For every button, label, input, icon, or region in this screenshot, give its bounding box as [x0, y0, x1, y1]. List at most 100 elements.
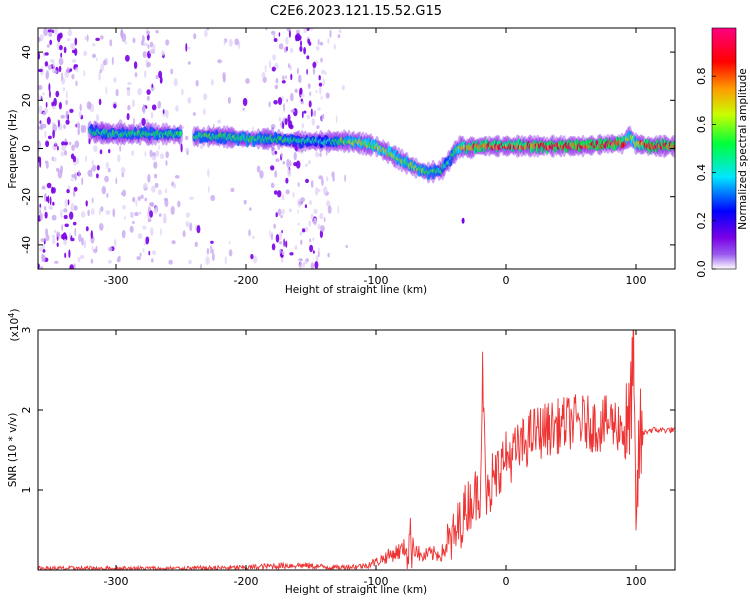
noise-blob [290, 109, 295, 113]
noise-blob [64, 141, 69, 146]
noise-blob [320, 69, 326, 75]
noise-blob [133, 117, 135, 127]
noise-blob [79, 254, 85, 260]
y-tick-label: 2 [20, 407, 33, 414]
noise-blob [135, 199, 138, 207]
noise-blob [77, 122, 81, 129]
noise-blob [78, 233, 82, 243]
noise-blob [62, 232, 67, 241]
x-tick-label: 100 [626, 575, 647, 588]
snr-xlabel: Height of straight line (km) [285, 584, 427, 596]
noise-blob [78, 169, 80, 178]
noise-blob [230, 187, 235, 193]
noise-blob [133, 61, 138, 69]
noise-blob [73, 186, 78, 192]
noise-blob [223, 39, 226, 46]
noise-blob [145, 236, 149, 245]
noise-blob [98, 208, 101, 216]
noise-blob [44, 52, 49, 56]
noise-blob [319, 41, 324, 46]
noise-blob [217, 59, 223, 64]
noise-blob [154, 182, 159, 188]
noise-blob [60, 114, 65, 119]
noise-blob [170, 68, 174, 75]
noise-blob [303, 261, 308, 265]
x-tick-label: 0 [503, 575, 510, 588]
noise-blob [149, 210, 154, 218]
noise-blob [92, 164, 97, 172]
noise-blob [281, 250, 286, 256]
noise-blob [118, 119, 123, 127]
noise-blob [92, 43, 96, 47]
noise-blob [271, 66, 276, 72]
noise-blob [269, 230, 271, 239]
noise-blob [294, 88, 298, 94]
noise-blob [52, 129, 55, 139]
noise-blob [61, 224, 64, 232]
noise-blob [121, 229, 126, 239]
noise-blob [139, 252, 142, 257]
noise-blob [161, 50, 165, 56]
noise-blob [115, 177, 118, 185]
noise-blob [61, 72, 63, 82]
noise-blob [147, 44, 150, 49]
noise-blob [64, 223, 69, 228]
noise-blob [132, 37, 136, 44]
noise-blob [300, 40, 302, 47]
noise-blob [324, 71, 327, 75]
noise-blob [77, 128, 80, 136]
noise-blob [119, 145, 122, 152]
noise-blob [80, 211, 86, 218]
noise-blob [268, 101, 271, 108]
noise-blob [314, 261, 319, 269]
noise-blob [51, 234, 56, 239]
noise-blob [273, 34, 276, 39]
noise-blob [323, 217, 326, 222]
noise-blob [48, 83, 51, 92]
noise-blob [71, 74, 75, 80]
colorbar-tick-label: 0.6 [695, 116, 708, 133]
noise-blob [289, 160, 292, 167]
noise-blob [303, 47, 306, 55]
noise-blob [206, 247, 210, 255]
noise-blob [234, 38, 239, 46]
noise-blob [144, 197, 148, 202]
noise-blob [205, 256, 210, 265]
noise-blob [297, 182, 300, 187]
noise-blob [277, 190, 282, 198]
noise-blob [47, 64, 52, 71]
noise-blob [107, 168, 111, 173]
noise-blob [71, 49, 76, 54]
noise-blob [63, 239, 68, 246]
noise-blob [289, 124, 294, 130]
noise-blob [73, 205, 78, 211]
noise-blob [320, 95, 323, 100]
noise-blob [180, 143, 183, 153]
y-tick-label: -20 [20, 188, 33, 206]
noise-blob [320, 57, 323, 63]
noise-blob [309, 238, 312, 243]
noise-blob [52, 237, 56, 245]
noise-blob [126, 89, 131, 97]
noise-blob [122, 189, 126, 197]
y-tick-label: 1 [20, 487, 33, 494]
noise-blob [138, 211, 142, 215]
noise-blob [149, 149, 153, 158]
noise-blob [333, 43, 336, 50]
noise-blob [144, 151, 147, 157]
noise-blob [185, 147, 190, 152]
noise-blob [134, 211, 139, 217]
noise-blob [92, 53, 96, 59]
noise-blob [58, 102, 63, 110]
noise-blob [286, 98, 288, 103]
noise-blob [147, 218, 152, 223]
noise-blob [256, 165, 261, 173]
noise-blob [295, 145, 298, 152]
noise-blob [130, 211, 135, 219]
noise-blob [315, 45, 320, 51]
noise-blob [193, 33, 197, 40]
noise-blob [179, 125, 185, 129]
noise-blob [137, 233, 143, 240]
noise-blob [113, 238, 117, 248]
